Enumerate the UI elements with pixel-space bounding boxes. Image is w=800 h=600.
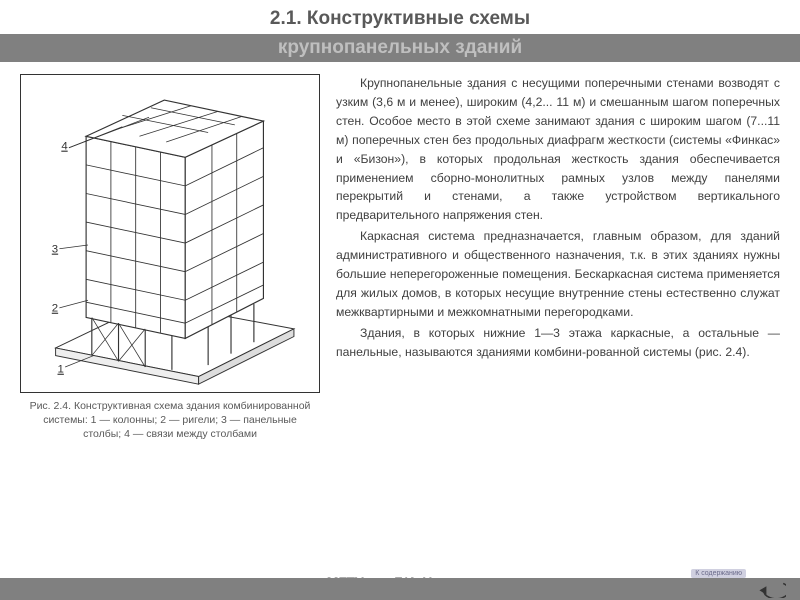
- paragraph-1: Крупнопанельные здания с несущими попере…: [336, 74, 780, 225]
- callout-3: 3: [52, 244, 58, 256]
- title-line-1: 2.1. Конструктивные схемы: [20, 8, 780, 30]
- back-arrow-icon[interactable]: [758, 580, 786, 598]
- left-column: 1 2 3 4 Рис. 2.4. Конструктивная схема з…: [20, 74, 320, 442]
- building-diagram: 1 2 3 4: [27, 81, 313, 386]
- header-bar: крупнопанельных зданий: [0, 34, 800, 62]
- callout-4: 4: [61, 141, 68, 153]
- body-text: Крупнопанельные здания с несущими попере…: [336, 74, 780, 442]
- figure-caption: Рис. 2.4. Конструктивная схема здания ко…: [20, 399, 320, 442]
- footer-bar: [0, 578, 800, 600]
- figure-frame: 1 2 3 4: [20, 74, 320, 393]
- paragraph-2: Каркасная система предназначается, главн…: [336, 227, 780, 322]
- toc-link[interactable]: К содержанию: [691, 569, 746, 578]
- title-line-2: крупнопанельных зданий: [278, 37, 522, 59]
- callout-2: 2: [52, 303, 58, 315]
- paragraph-3: Здания, в которых нижние 1—3 этажа карка…: [336, 324, 780, 362]
- content-row: 1 2 3 4 Рис. 2.4. Конструктивная схема з…: [0, 62, 800, 442]
- page-header: 2.1. Конструктивные схемы: [0, 0, 800, 34]
- callout-1: 1: [58, 364, 64, 376]
